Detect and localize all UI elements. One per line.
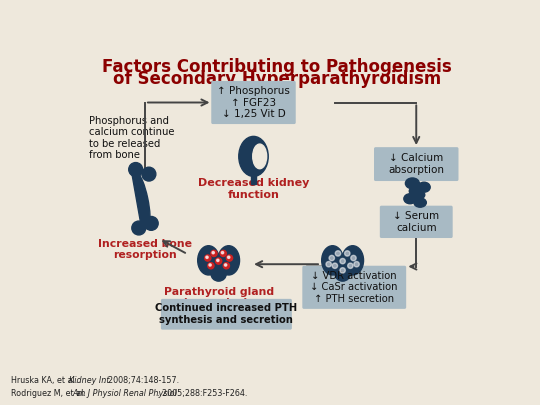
Ellipse shape bbox=[239, 136, 268, 177]
Circle shape bbox=[340, 258, 346, 264]
Circle shape bbox=[209, 264, 211, 266]
Circle shape bbox=[221, 252, 224, 254]
Text: ↓ Serum
calcium: ↓ Serum calcium bbox=[393, 211, 440, 232]
FancyBboxPatch shape bbox=[374, 147, 458, 181]
Text: Rodriguez M, et al.: Rodriguez M, et al. bbox=[11, 389, 88, 398]
Circle shape bbox=[217, 259, 219, 262]
Ellipse shape bbox=[211, 266, 226, 281]
Circle shape bbox=[129, 162, 143, 177]
Ellipse shape bbox=[218, 246, 240, 275]
Ellipse shape bbox=[137, 175, 150, 222]
Circle shape bbox=[206, 256, 208, 258]
Text: Decreased kidney
function: Decreased kidney function bbox=[198, 178, 309, 200]
Ellipse shape bbox=[335, 266, 350, 281]
Circle shape bbox=[205, 255, 211, 261]
Bar bbox=[251, 169, 256, 184]
Text: Kidney Int: Kidney Int bbox=[69, 376, 110, 385]
FancyBboxPatch shape bbox=[161, 299, 292, 330]
Ellipse shape bbox=[198, 246, 219, 275]
Circle shape bbox=[340, 268, 346, 273]
FancyBboxPatch shape bbox=[302, 266, 406, 309]
Circle shape bbox=[335, 251, 341, 256]
Circle shape bbox=[208, 263, 214, 269]
Circle shape bbox=[351, 255, 356, 261]
Ellipse shape bbox=[411, 190, 425, 200]
Text: Hruska KA, et al.: Hruska KA, et al. bbox=[11, 376, 79, 385]
Circle shape bbox=[132, 221, 146, 235]
Text: ↑ Phosphorus
↑ FGF23
↓ 1,25 Vit D: ↑ Phosphorus ↑ FGF23 ↓ 1,25 Vit D bbox=[217, 86, 290, 119]
Circle shape bbox=[332, 263, 338, 269]
Text: ↓ Calcium
absorption: ↓ Calcium absorption bbox=[388, 153, 444, 175]
Circle shape bbox=[223, 263, 230, 269]
Text: Parathyroid gland
hyperplasia: Parathyroid gland hyperplasia bbox=[164, 286, 274, 308]
Circle shape bbox=[215, 258, 222, 264]
Circle shape bbox=[345, 251, 350, 256]
Text: Phosphorus and
calcium continue
to be released
from bone: Phosphorus and calcium continue to be re… bbox=[89, 115, 175, 160]
Circle shape bbox=[142, 167, 156, 181]
Ellipse shape bbox=[414, 198, 426, 207]
Circle shape bbox=[226, 255, 233, 261]
FancyBboxPatch shape bbox=[211, 81, 296, 124]
Ellipse shape bbox=[322, 246, 343, 275]
Ellipse shape bbox=[409, 187, 420, 195]
Circle shape bbox=[329, 255, 334, 261]
Bar bbox=[132, 171, 148, 226]
Ellipse shape bbox=[342, 246, 363, 275]
Ellipse shape bbox=[253, 144, 267, 169]
Text: Increased bone
resorption: Increased bone resorption bbox=[98, 239, 192, 260]
Text: of Secondary Hyperparathyroidism: of Secondary Hyperparathyroidism bbox=[113, 70, 441, 88]
Text: . 2008;74:148-157.: . 2008;74:148-157. bbox=[103, 376, 179, 385]
Text: . 2005;288:F253-F264.: . 2005;288:F253-F264. bbox=[157, 389, 247, 398]
Text: ↓ VDR activation
↓ CaSr activation
↑ PTH secretion: ↓ VDR activation ↓ CaSr activation ↑ PTH… bbox=[310, 271, 398, 304]
Text: Factors Contributing to Pathogenesis: Factors Contributing to Pathogenesis bbox=[102, 58, 451, 76]
Circle shape bbox=[354, 262, 359, 267]
Circle shape bbox=[225, 264, 227, 266]
Circle shape bbox=[227, 256, 230, 258]
Circle shape bbox=[220, 250, 226, 256]
Ellipse shape bbox=[418, 182, 430, 192]
Ellipse shape bbox=[404, 194, 416, 204]
Text: Continued increased PTH
synthesis and secretion: Continued increased PTH synthesis and se… bbox=[156, 303, 298, 325]
Circle shape bbox=[211, 250, 217, 256]
FancyBboxPatch shape bbox=[380, 206, 453, 238]
Ellipse shape bbox=[406, 178, 420, 189]
Circle shape bbox=[348, 263, 353, 269]
Text: Am J Physiol Renal Physiol: Am J Physiol Renal Physiol bbox=[73, 389, 178, 398]
Circle shape bbox=[212, 252, 214, 254]
Circle shape bbox=[144, 216, 158, 230]
Circle shape bbox=[326, 262, 332, 267]
